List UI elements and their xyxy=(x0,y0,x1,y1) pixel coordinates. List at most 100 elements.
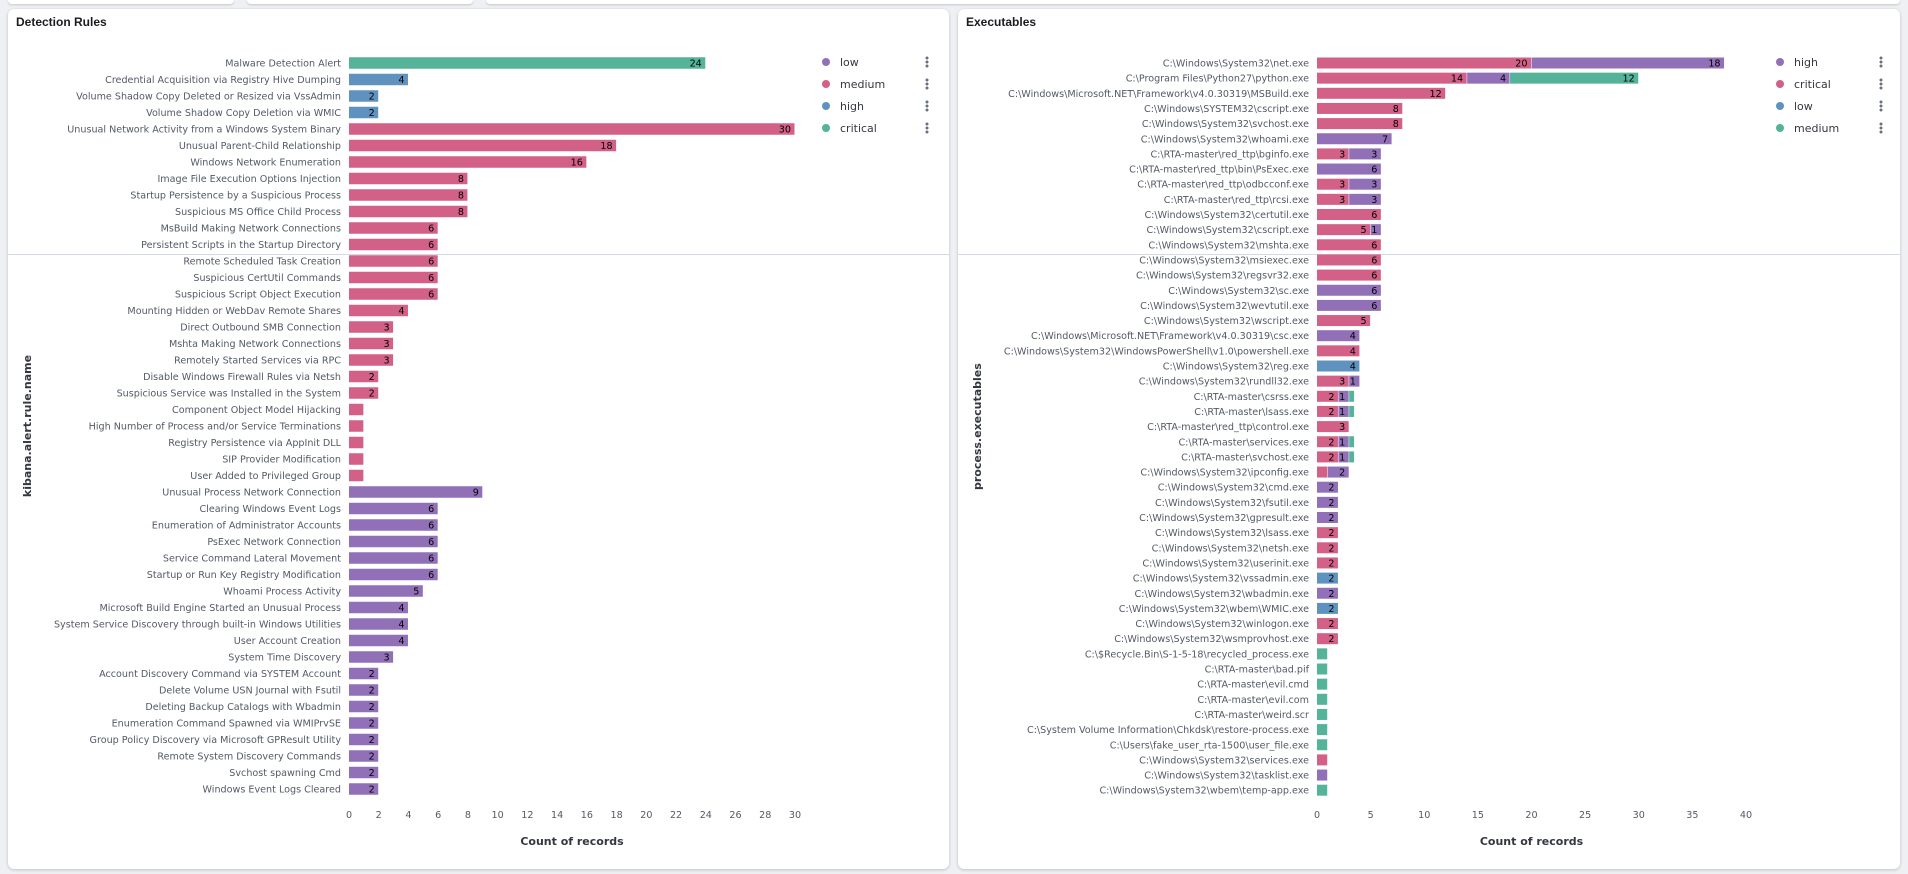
bar-low[interactable] xyxy=(349,750,379,762)
bar-low[interactable] xyxy=(1338,390,1349,402)
bar-medium[interactable] xyxy=(1317,209,1381,220)
bar-medium[interactable] xyxy=(349,304,408,317)
bar-low[interactable] xyxy=(1349,193,1381,205)
bar-low[interactable] xyxy=(1338,436,1349,448)
bar-low[interactable] xyxy=(1349,375,1360,387)
bar-medium[interactable] xyxy=(1317,239,1381,251)
bar-low[interactable] xyxy=(349,684,379,696)
bar-medium[interactable] xyxy=(349,453,364,465)
bar-medium[interactable] xyxy=(349,255,438,267)
bar-medium[interactable] xyxy=(349,403,364,416)
bar-medium[interactable] xyxy=(349,321,394,333)
bar-critical[interactable] xyxy=(1349,390,1355,402)
bar-low[interactable] xyxy=(349,700,379,713)
bar-low[interactable] xyxy=(1317,512,1338,523)
bar-low[interactable] xyxy=(349,552,438,564)
bar-medium[interactable] xyxy=(349,354,394,366)
bar-critical[interactable] xyxy=(1317,693,1328,705)
bar-low[interactable] xyxy=(349,766,379,779)
bar-low[interactable] xyxy=(349,486,483,498)
bar-critical[interactable] xyxy=(1317,724,1328,736)
bar-medium[interactable] xyxy=(349,370,379,383)
bar-critical[interactable] xyxy=(1317,784,1328,796)
bar-low[interactable] xyxy=(1317,133,1392,145)
legend-item-label[interactable]: high xyxy=(1794,56,1818,69)
bar-low[interactable] xyxy=(349,618,408,630)
bar-low[interactable] xyxy=(349,651,394,663)
bar-medium[interactable] xyxy=(349,189,468,201)
bar-medium[interactable] xyxy=(1317,390,1338,402)
bar-medium[interactable] xyxy=(1317,375,1349,387)
bar-medium[interactable] xyxy=(1317,633,1338,645)
bar-medium[interactable] xyxy=(349,337,394,350)
legend-menu-icon[interactable] xyxy=(925,100,929,112)
bar-high[interactable] xyxy=(349,90,379,102)
bar-critical[interactable] xyxy=(1510,72,1639,84)
bar-medium[interactable] xyxy=(1317,269,1381,281)
bar-low[interactable] xyxy=(349,585,423,597)
legend-menu-icon[interactable] xyxy=(925,78,929,90)
bar-critical[interactable] xyxy=(1317,678,1328,690)
bar-low[interactable] xyxy=(1317,284,1381,296)
legend-item-label[interactable]: critical xyxy=(1794,78,1831,91)
bar-medium[interactable] xyxy=(349,387,379,399)
bar-medium[interactable] xyxy=(349,436,364,449)
bar-critical[interactable] xyxy=(1349,405,1355,417)
bar-low[interactable] xyxy=(1349,148,1381,160)
bar-medium[interactable] xyxy=(1317,118,1403,130)
bar-critical[interactable] xyxy=(1317,663,1328,675)
bar-medium[interactable] xyxy=(1317,527,1338,539)
bar-medium[interactable] xyxy=(1317,466,1328,478)
legend-menu-icon[interactable] xyxy=(1879,56,1883,68)
bar-medium[interactable] xyxy=(349,271,438,284)
bar-medium[interactable] xyxy=(349,469,364,482)
bar-low[interactable] xyxy=(349,568,438,581)
bar-medium[interactable] xyxy=(1317,315,1371,327)
bar-medium[interactable] xyxy=(349,288,438,300)
bar-medium[interactable] xyxy=(349,420,364,432)
bar-low[interactable] xyxy=(1349,178,1381,190)
bar-medium[interactable] xyxy=(1317,254,1381,266)
bar-low[interactable] xyxy=(349,717,379,729)
legend-item-label[interactable]: medium xyxy=(1794,122,1839,135)
bar-critical[interactable] xyxy=(1349,436,1355,448)
bar-low[interactable] xyxy=(1338,451,1349,463)
bar-medium[interactable] xyxy=(349,139,617,152)
legend-menu-icon[interactable] xyxy=(1879,78,1883,90)
bar-medium[interactable] xyxy=(1317,405,1338,417)
bar-medium[interactable] xyxy=(1317,148,1349,160)
legend-menu-icon[interactable] xyxy=(925,56,929,68)
bar-medium[interactable] xyxy=(1317,178,1349,190)
bar-critical[interactable] xyxy=(1349,451,1355,463)
bar-low[interactable] xyxy=(349,634,408,647)
bar-medium[interactable] xyxy=(1317,436,1338,448)
legend-menu-icon[interactable] xyxy=(1879,122,1883,134)
bar-high[interactable] xyxy=(1317,572,1338,584)
bar-medium[interactable] xyxy=(1317,72,1467,84)
bar-medium[interactable] xyxy=(1317,102,1403,114)
bar-critical[interactable] xyxy=(1317,739,1328,751)
bar-medium[interactable] xyxy=(349,172,468,185)
bar-low[interactable] xyxy=(1370,224,1381,236)
bar-low[interactable] xyxy=(349,783,379,795)
bar-low[interactable] xyxy=(1327,466,1349,478)
bar-medium[interactable] xyxy=(349,156,587,168)
bar-medium[interactable] xyxy=(1317,345,1360,357)
bar-low[interactable] xyxy=(349,601,408,614)
bar-low[interactable] xyxy=(1317,163,1381,175)
bar-low[interactable] xyxy=(349,519,438,531)
bar-low[interactable] xyxy=(1317,299,1381,311)
bar-medium[interactable] xyxy=(1317,618,1338,630)
bar-low[interactable] xyxy=(1317,330,1360,342)
bar-medium[interactable] xyxy=(1317,224,1371,236)
legend-item-label[interactable]: low xyxy=(1794,100,1813,113)
bar-medium[interactable] xyxy=(1317,193,1349,205)
bar-high[interactable] xyxy=(349,73,408,86)
bar-high[interactable] xyxy=(1317,360,1360,372)
bar-low[interactable] xyxy=(1467,72,1510,84)
bar-critical[interactable] xyxy=(349,57,706,69)
legend-menu-icon[interactable] xyxy=(1879,100,1883,112)
bar-medium[interactable] xyxy=(1317,87,1446,99)
bar-medium[interactable] xyxy=(349,123,795,135)
bar-medium[interactable] xyxy=(1317,57,1531,69)
